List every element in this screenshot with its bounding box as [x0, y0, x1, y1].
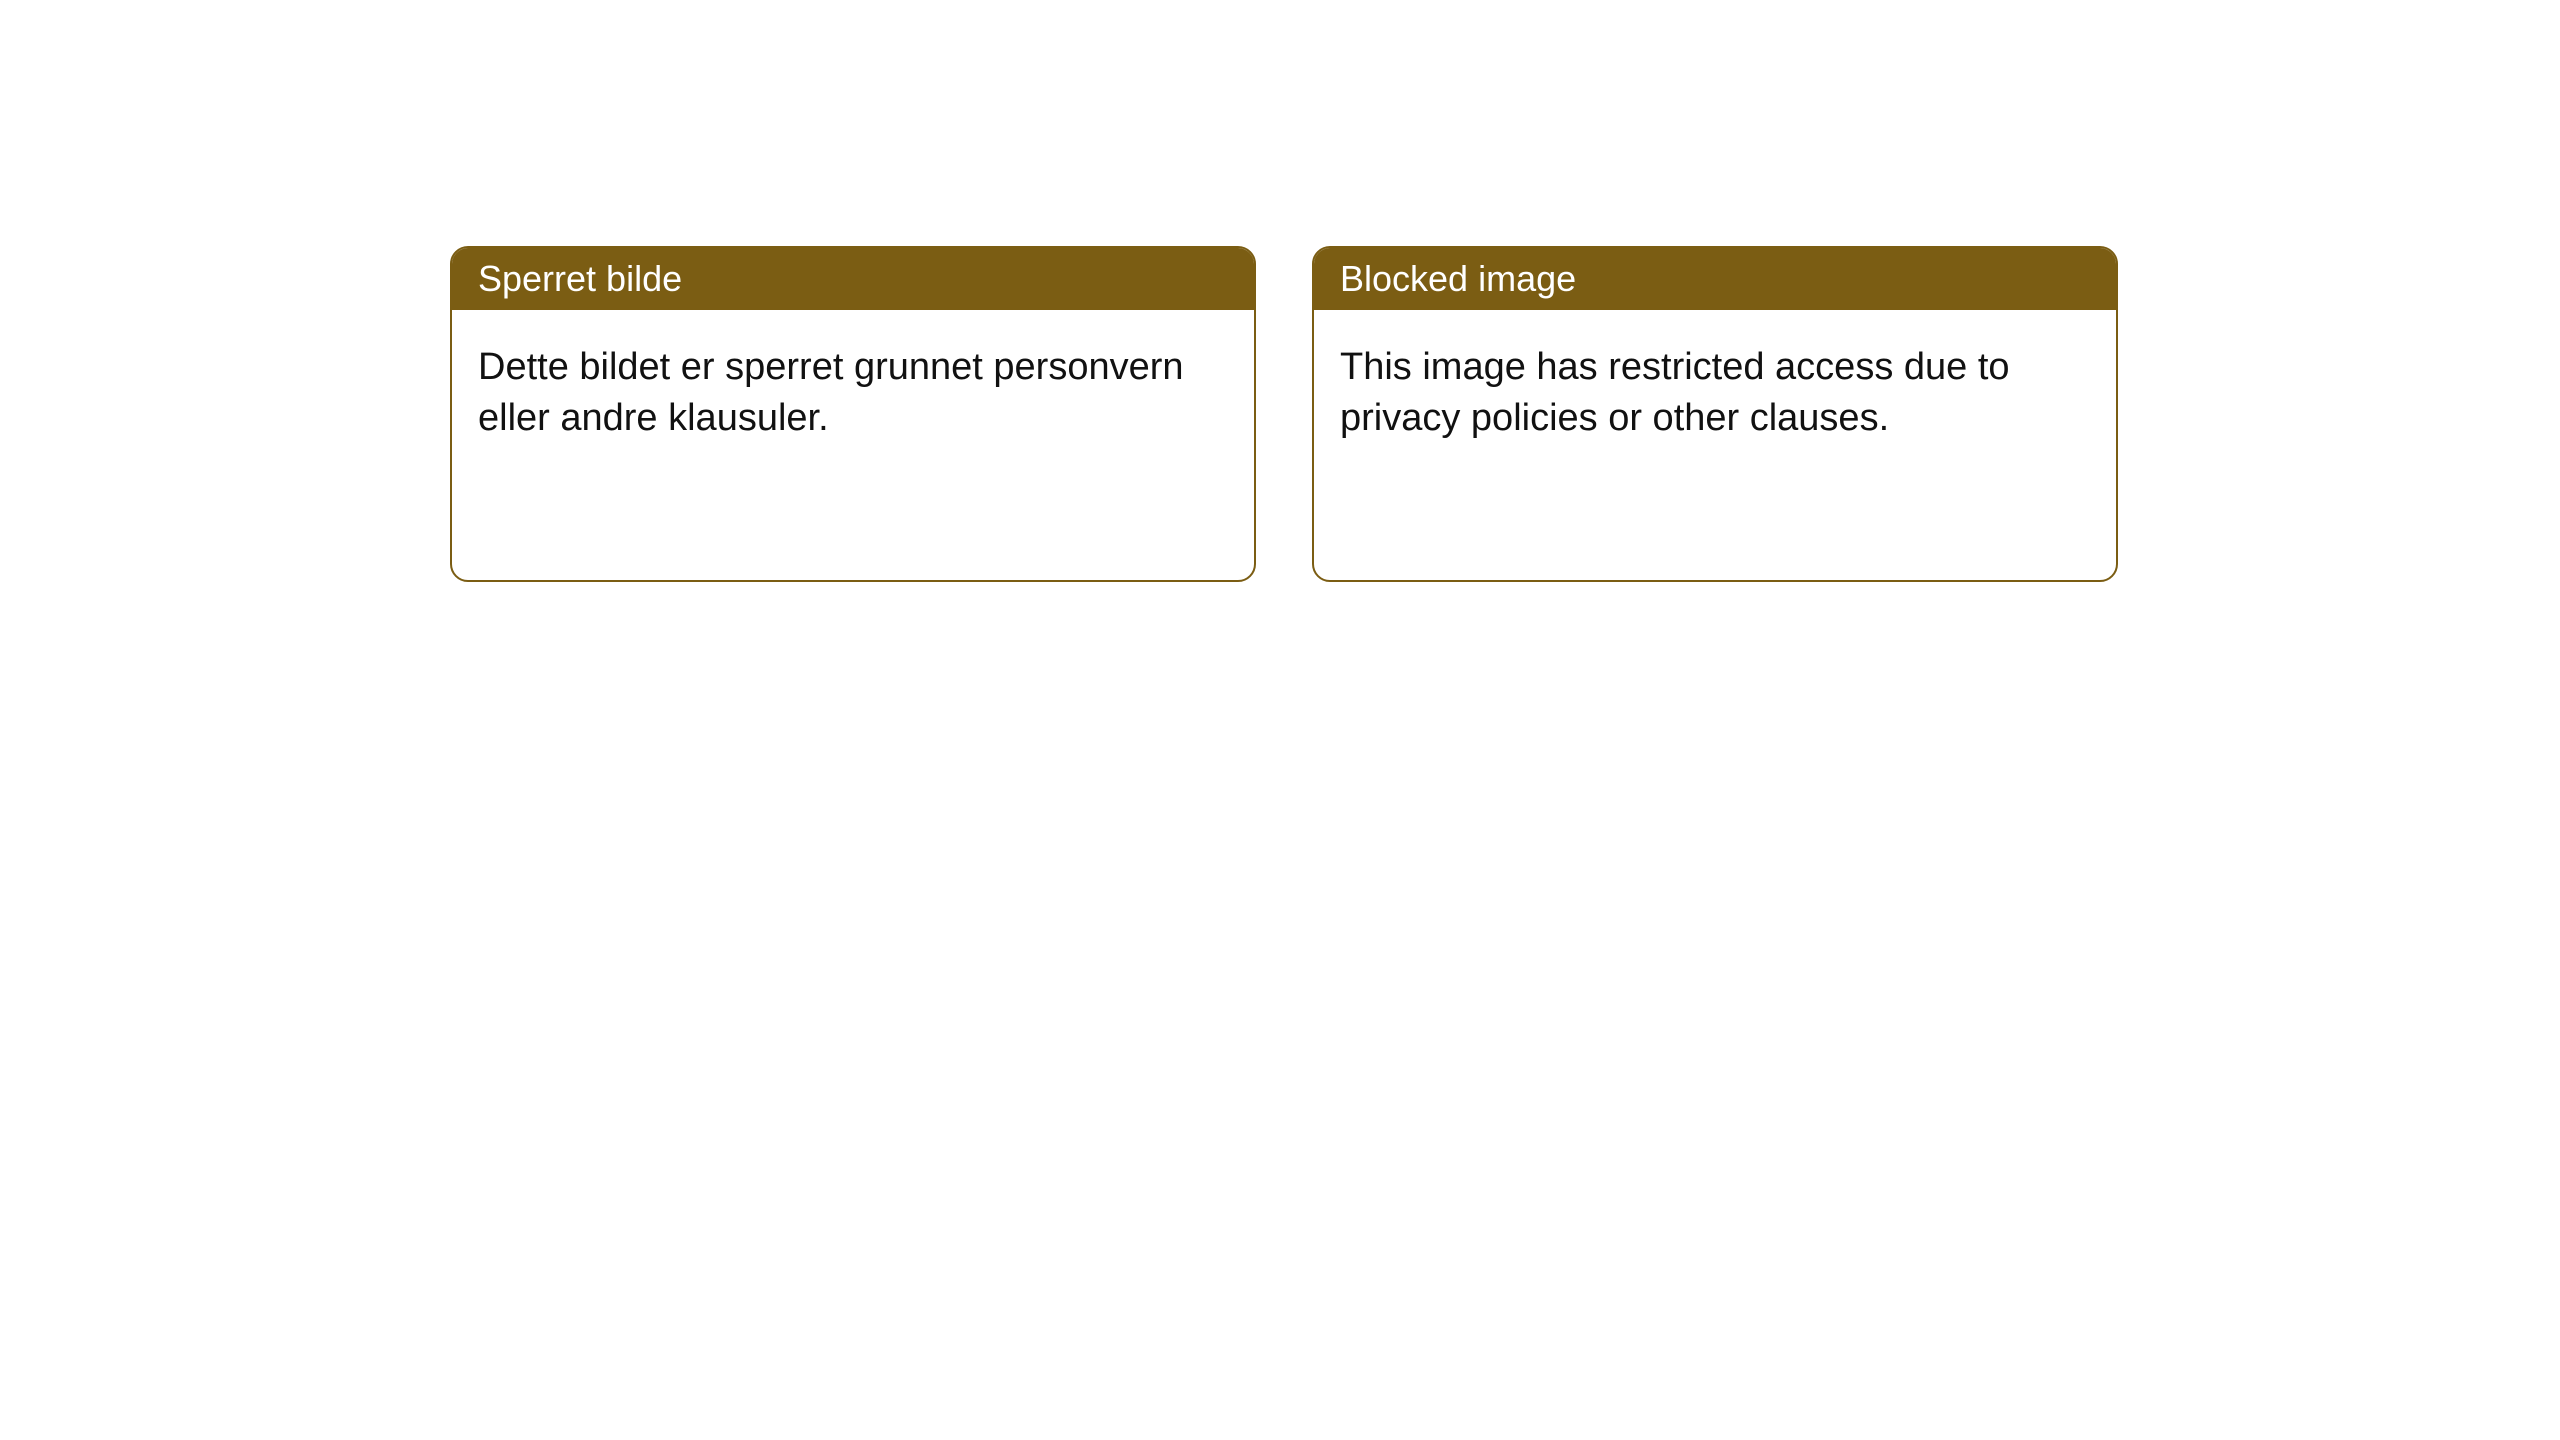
notice-box-en: Blocked image This image has restricted …: [1312, 246, 2118, 582]
notice-container: Sperret bilde Dette bildet er sperret gr…: [0, 0, 2560, 582]
notice-body-en: This image has restricted access due to …: [1314, 310, 2116, 580]
notice-box-no: Sperret bilde Dette bildet er sperret gr…: [450, 246, 1256, 582]
notice-body-no: Dette bildet er sperret grunnet personve…: [452, 310, 1254, 580]
notice-title-no: Sperret bilde: [452, 248, 1254, 310]
notice-title-en: Blocked image: [1314, 248, 2116, 310]
